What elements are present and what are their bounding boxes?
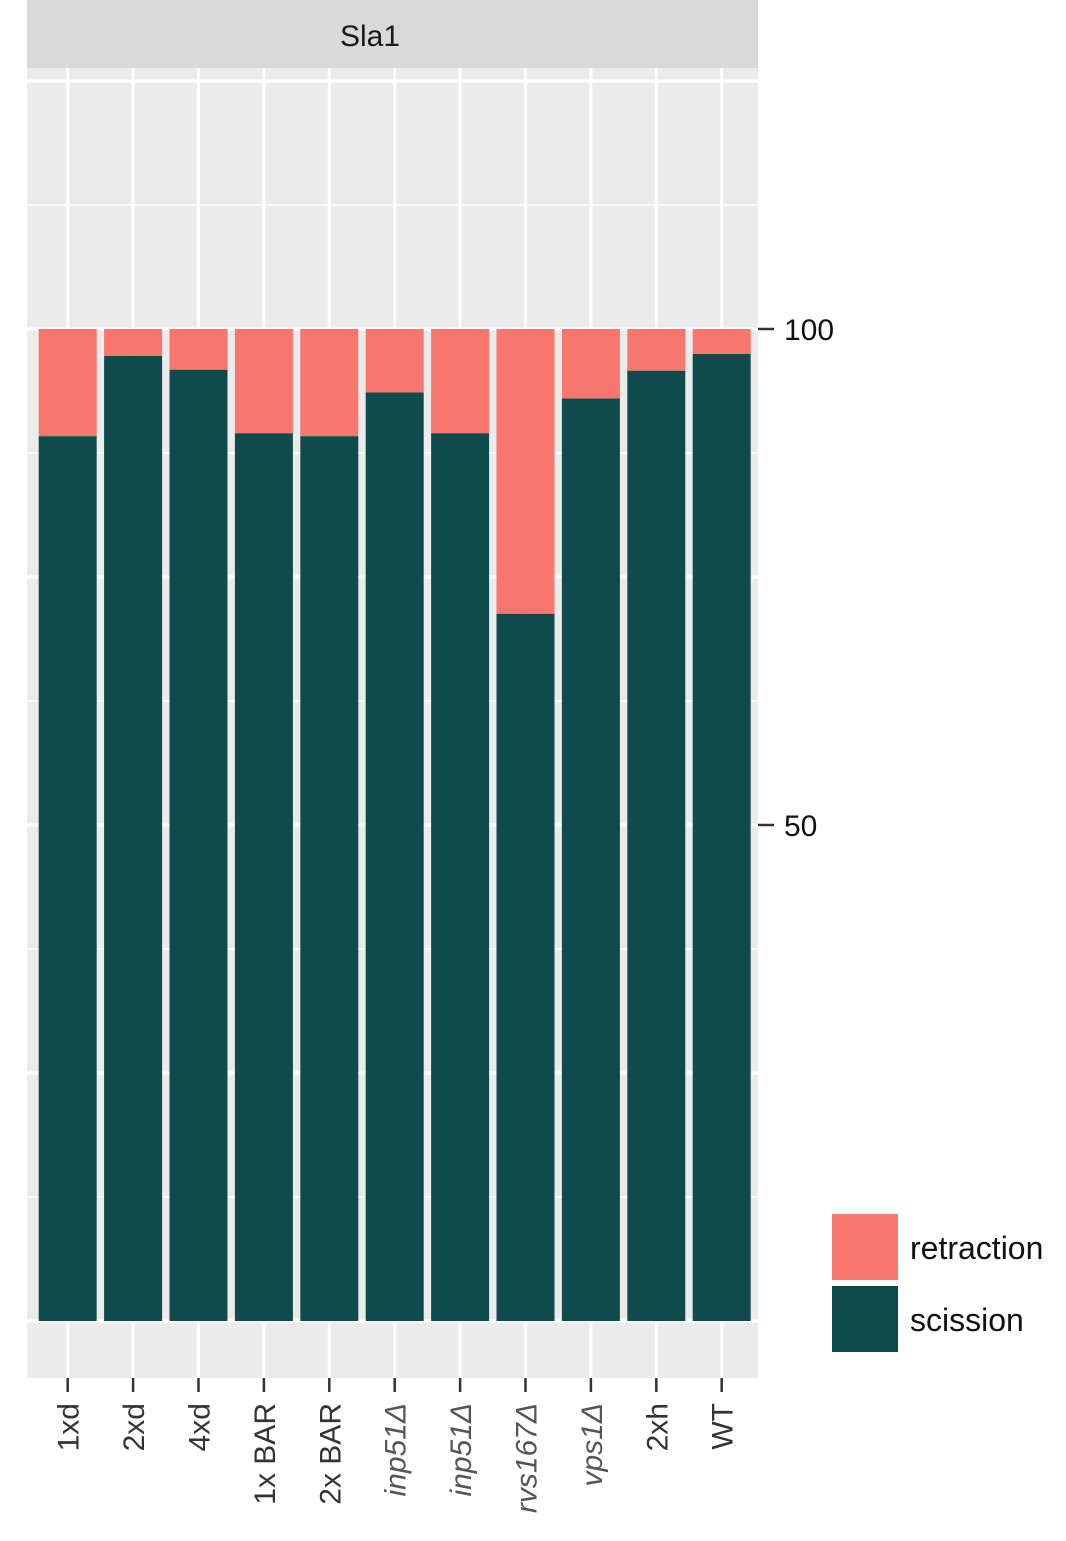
y-axis: 50 100 xyxy=(758,314,834,843)
facet-strip-label: Sla1 xyxy=(340,20,400,53)
legend: retraction scission xyxy=(832,1214,1043,1352)
x-tick-label: 1xd xyxy=(53,1403,86,1451)
bar-retraction xyxy=(234,329,293,434)
facet-strip xyxy=(27,0,758,68)
bar-scission xyxy=(496,613,555,1321)
x-tick-label: rvs167Δ xyxy=(511,1403,544,1513)
bar-retraction xyxy=(431,329,490,434)
x-tick-label: 2xd xyxy=(118,1403,151,1451)
bar-retraction xyxy=(38,329,97,437)
legend-label: retraction xyxy=(910,1230,1043,1266)
bar-scission xyxy=(38,436,97,1321)
x-tick-label: inp51Δ xyxy=(380,1403,413,1497)
bar-retraction xyxy=(692,329,751,354)
bar-retraction xyxy=(496,329,555,614)
x-tick-label: WT xyxy=(707,1403,740,1450)
bar-retraction xyxy=(300,329,359,437)
x-tick-label: vps1Δ xyxy=(576,1403,609,1487)
bar-scission xyxy=(169,369,228,1321)
bar-retraction xyxy=(365,329,424,393)
bar-scission xyxy=(365,392,424,1321)
bar-scission xyxy=(627,370,686,1321)
x-tick-label: 2xh xyxy=(641,1403,674,1451)
x-axis: 1xd 2xd 4xd 1x BAR 2x BAR inp51Δ inp51Δ rvs167Δ… xyxy=(53,1378,740,1513)
bar-scission xyxy=(431,433,490,1321)
bar-retraction xyxy=(561,329,620,399)
bar-scission xyxy=(234,433,293,1321)
bar-retraction xyxy=(104,329,163,356)
y-tick-label: 100 xyxy=(784,314,834,347)
legend-key-scission xyxy=(832,1286,898,1352)
x-tick-label: 4xd xyxy=(184,1403,217,1451)
bar-retraction xyxy=(169,329,228,370)
bars xyxy=(38,329,751,1321)
bar-retraction xyxy=(627,329,686,371)
bar-scission xyxy=(300,436,359,1321)
bar-scission xyxy=(104,355,163,1321)
legend-key-retraction xyxy=(832,1214,898,1280)
legend-label: scission xyxy=(910,1302,1024,1338)
x-tick-label: 1x BAR xyxy=(249,1403,282,1505)
x-tick-label: inp51Δ xyxy=(445,1403,478,1497)
bar-scission xyxy=(561,398,620,1321)
y-tick-label: 50 xyxy=(784,810,817,843)
x-tick-label: 2x BAR xyxy=(314,1403,347,1505)
bar-scission xyxy=(692,353,751,1321)
